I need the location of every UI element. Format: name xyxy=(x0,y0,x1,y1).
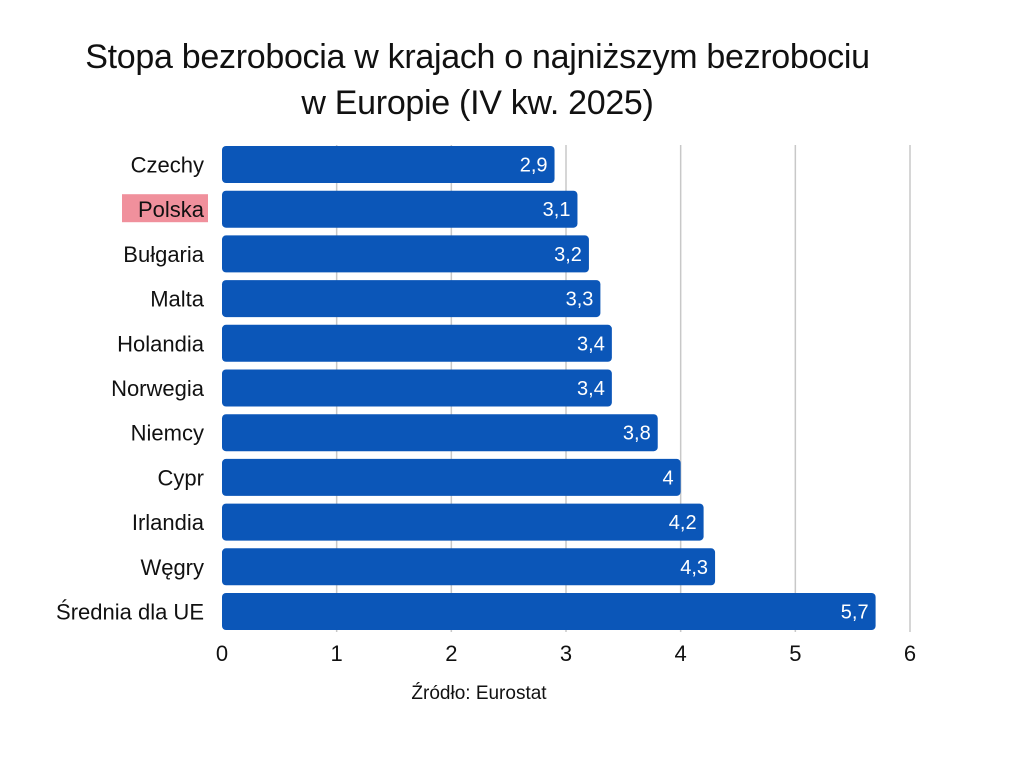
value-label-8: 4,2 xyxy=(669,512,697,534)
chart-title-line-2: w Europie (IV kw. 2025) xyxy=(301,84,654,122)
category-label-10: Średnia dla UE xyxy=(56,600,204,625)
bar-1 xyxy=(222,190,578,228)
x-tick-label-0: 0 xyxy=(216,641,228,666)
value-label-0: 2,9 xyxy=(520,155,548,177)
category-label-9: Węgry xyxy=(140,555,204,580)
category-label-0: Czechy xyxy=(131,153,204,178)
category-label-2: Bułgaria xyxy=(123,242,204,267)
bar-4 xyxy=(222,324,612,362)
bar-9 xyxy=(222,548,716,586)
bar-2 xyxy=(222,235,589,273)
x-tick-label-1: 1 xyxy=(331,641,343,666)
x-tick-label-6: 6 xyxy=(904,641,916,666)
bar-6 xyxy=(222,414,658,452)
category-label-8: Irlandia xyxy=(132,510,205,535)
x-tick-label-3: 3 xyxy=(560,641,572,666)
value-label-7: 4 xyxy=(663,467,674,489)
bar-8 xyxy=(222,503,704,541)
value-label-9: 4,3 xyxy=(680,557,708,579)
x-axis-ticks: 0 1 2 3 4 5 6 xyxy=(216,641,916,666)
value-label-2: 3,2 xyxy=(554,244,582,266)
x-tick-label-5: 5 xyxy=(789,641,801,666)
bar-0 xyxy=(222,146,555,183)
x-tick-label-4: 4 xyxy=(675,641,687,666)
bar-5 xyxy=(222,369,612,407)
value-label-10: 5,7 xyxy=(841,602,869,624)
value-label-6: 3,8 xyxy=(623,423,651,445)
value-label-1: 3,1 xyxy=(543,199,571,221)
chart-title-line-1: Stopa bezrobocia w krajach o najniższym … xyxy=(85,38,870,76)
category-label-3: Malta xyxy=(150,287,205,312)
value-label-5: 3,4 xyxy=(577,378,605,400)
chart-source: Źródło: Eurostat xyxy=(411,683,547,704)
category-label-6: Niemcy xyxy=(131,421,204,446)
x-tick-label-2: 2 xyxy=(445,641,457,666)
highlight-layer xyxy=(122,194,208,223)
value-label-4: 3,4 xyxy=(577,333,605,355)
value-label-3: 3,3 xyxy=(566,289,594,311)
bar-3 xyxy=(222,280,601,318)
category-label-4: Holandia xyxy=(117,331,205,356)
chart-title: Stopa bezrobocia w krajach o najniższym … xyxy=(0,34,955,126)
highlight-1 xyxy=(122,194,208,223)
category-labels: Czechy Polska Bułgaria Malta Holandia Norwegi… xyxy=(56,153,205,625)
category-label-7: Cypr xyxy=(158,465,204,490)
bar-7 xyxy=(222,458,681,496)
category-label-1: Polska xyxy=(138,197,205,222)
bars: 2,9 3,1 3,2 3,3 3,4 3,4 3,8 4 4,2 4,3 5,7 xyxy=(222,146,876,630)
category-label-5: Norwegia xyxy=(111,376,205,401)
bar-10 xyxy=(222,593,876,630)
